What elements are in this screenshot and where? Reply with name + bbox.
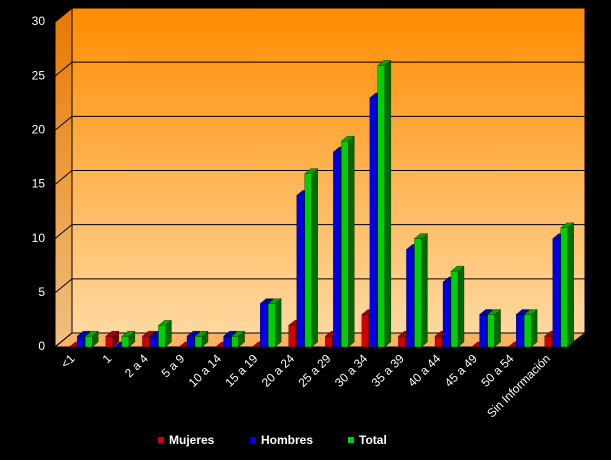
- bar: [560, 227, 568, 348]
- x-tick-label: 15 a 19: [222, 351, 260, 389]
- bar: [158, 325, 166, 348]
- bar: [515, 314, 524, 348]
- bar: [414, 238, 422, 348]
- bar: [150, 336, 158, 348]
- legend-swatch: [250, 437, 256, 443]
- bar: [487, 314, 495, 348]
- legend-label: Hombres: [261, 433, 313, 447]
- bar: [523, 314, 532, 348]
- bar-side: [494, 309, 501, 348]
- y-tick-label: 10: [32, 231, 46, 245]
- bar: [552, 238, 560, 348]
- grid-line: [54, 224, 585, 240]
- bar: [369, 97, 378, 348]
- bar: [194, 336, 203, 348]
- bar: [377, 65, 386, 348]
- x-tick-label: 25 a 29: [295, 351, 333, 389]
- grid-line: [54, 170, 585, 185]
- bar: [406, 249, 414, 348]
- bar-side: [348, 135, 355, 348]
- x-tick-label: 10 a 14: [186, 351, 224, 389]
- bar: [288, 325, 296, 348]
- bar: [333, 151, 341, 348]
- y-tick-label: 20: [32, 123, 46, 137]
- bar: [296, 195, 304, 348]
- y-tick-label: 5: [38, 285, 45, 299]
- legend-label: Mujeres: [169, 433, 215, 447]
- x-tick-label: 45 a 49: [442, 351, 480, 389]
- bar-side: [567, 222, 574, 348]
- bar: [77, 336, 85, 348]
- bar-side: [421, 233, 428, 348]
- x-tick-label: 30 a 34: [332, 351, 370, 389]
- bar: [450, 271, 459, 348]
- bar: [85, 336, 93, 348]
- bar: [105, 336, 114, 348]
- legend-label: Total: [359, 433, 387, 447]
- legend-swatch: [348, 437, 354, 443]
- bar-side: [384, 60, 392, 348]
- grid-line: [54, 61, 585, 77]
- y-tick-label: 15: [32, 177, 46, 191]
- y-tick-label: 25: [32, 68, 46, 82]
- x-tick-label: 2 a 4: [122, 351, 151, 380]
- bar: [341, 141, 349, 348]
- x-tick-label: 1: [100, 351, 115, 366]
- bar: [361, 314, 370, 348]
- x-tick-label: 40 a 44: [405, 351, 443, 389]
- y-tick-label: 0: [38, 339, 45, 353]
- x-tick-label: 35 a 39: [369, 351, 407, 389]
- bar: [442, 281, 451, 348]
- bar: [434, 336, 443, 348]
- bar: [304, 173, 312, 348]
- bar: [121, 336, 130, 348]
- bar-side: [530, 309, 538, 348]
- bar: [325, 336, 333, 348]
- bar: [186, 336, 195, 348]
- bar-side: [311, 168, 318, 348]
- x-tick-label: 5 a 9: [159, 351, 188, 380]
- bar: [142, 336, 150, 348]
- bar: [479, 314, 487, 348]
- bar: [544, 336, 552, 348]
- legend-swatch: [158, 437, 164, 443]
- grid-line: [54, 7, 585, 23]
- x-tick-label: <1: [58, 351, 78, 371]
- bar: [398, 336, 406, 348]
- bar: [223, 336, 231, 348]
- x-tick-label: Sin Información: [484, 351, 553, 420]
- bar: [259, 303, 268, 348]
- grid-line: [54, 115, 585, 131]
- x-tick-label: 20 a 24: [259, 351, 297, 389]
- bar-side: [274, 298, 282, 348]
- bar: [267, 303, 276, 348]
- bar: [231, 336, 239, 348]
- y-tick-label: 30: [32, 14, 46, 28]
- bar-side: [457, 265, 465, 348]
